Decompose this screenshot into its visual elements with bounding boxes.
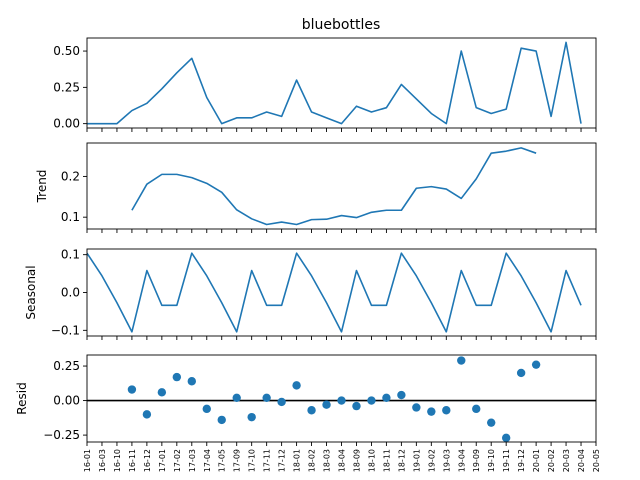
resid-point [217,415,226,425]
y-tick-label: 0.25 [53,80,80,94]
resid-point [292,381,301,390]
resid-point [352,401,361,411]
x-tick-label: 19-02 [427,449,436,472]
x-tick-label: 18-04 [338,449,347,472]
y-tick-label: 0.50 [53,44,80,58]
x-tick-label: 18-09 [352,449,361,472]
resid-point [442,406,451,415]
trend-series-line [131,147,537,226]
x-tick-label: 18-10 [367,449,376,472]
resid-axis-label: Resid [15,382,29,414]
seasonal-data [87,252,582,333]
panel-trend: 0.1 0.2 Trend [35,142,597,233]
seasonal-series-line [87,252,582,333]
y-tick-label: −0.25 [43,428,80,442]
resid-point [307,406,316,415]
resid-point [232,393,241,403]
x-tick-label: 16-01 [83,449,92,472]
y-tick-label: 0.0 [61,286,80,300]
resid-point [427,407,436,416]
x-tick-label: 20-04 [577,449,586,472]
resid-point [457,356,466,365]
y-tick-label: 0.00 [53,394,80,408]
panel-observed: 0.00 0.25 0.50 [53,37,597,132]
x-tick-label: 20-05 [592,449,601,472]
y-tick-label: 0.25 [53,359,80,373]
x-tick-label: 16-12 [143,449,152,472]
x-tick-label: 19-09 [472,449,481,472]
x-tick-label: 19-11 [502,449,511,472]
y-tick-label: 0.1 [61,210,80,224]
x-tick-label: 17-11 [263,449,272,472]
resid-point [157,388,167,397]
resid-point [262,393,271,403]
resid-point [127,385,137,394]
resid-point [531,360,541,369]
resid-point [412,403,421,412]
resid-point [487,418,496,427]
x-tick-label: 17-10 [248,449,257,472]
x-tick-label: 18-01 [293,449,302,472]
trend-data [131,147,537,226]
x-tick-label: 16-03 [98,449,107,472]
y-tick-label: 0.00 [53,117,80,131]
x-tick-label: 18-03 [323,449,332,472]
y-tick-label: 0.1 [61,248,80,262]
x-tick-label: 19-03 [442,449,451,472]
resid-point [367,396,376,405]
panel-seasonal: −0.1 0.0 0.1 Seasonal [24,248,597,340]
panel-resid: −0.25 0.00 0.25 Resid 16-01 16-03 16-10 16-11 16… [15,354,601,472]
resid-point [397,390,406,400]
x-tick-label: 17-03 [188,449,197,472]
resid-point [202,404,211,414]
x-tick-label: 18-11 [382,449,391,472]
seasonal-axis-label: Seasonal [24,265,38,319]
y-tick-label: 0.2 [61,169,80,183]
x-tick-label: 20-03 [562,449,571,472]
x-tick-label: 20-02 [547,449,556,472]
resid-point [247,412,256,422]
resid-point [142,410,152,419]
trend-axis-label: Trend [35,170,49,204]
resid-point [172,372,182,382]
resid-point [337,396,346,405]
resid-point [472,404,481,414]
x-tick-label: 17-09 [233,449,242,472]
resid-point [322,400,331,409]
x-tick-label: 16-10 [113,449,122,472]
x-tick-label: 18-02 [308,449,317,472]
resid-point [501,433,511,442]
x-tick-label: 20-01 [532,449,541,472]
x-tick-label: 19-10 [487,449,496,472]
x-tick-label: 17-02 [173,449,182,472]
resid-point [277,397,286,407]
resid-point [382,393,391,403]
chart-title: bluebottles [302,17,381,33]
seasonal-axes-frame [86,248,597,337]
x-tick-label: 19-04 [457,449,466,472]
observed-data [87,41,582,125]
x-tick-label: 19-01 [412,449,421,472]
resid-data [87,356,596,442]
x-tick-label: 17-05 [218,449,227,472]
resid-point [187,377,196,386]
observed-series-line [87,41,582,125]
resid-point [516,368,526,378]
x-tick-label: 17-12 [278,449,287,472]
x-tick-label: 19-12 [517,449,526,472]
x-tick-label: 16-11 [128,449,137,472]
x-tick-label: 17-04 [203,449,212,472]
x-tick-label: 17-01 [158,449,167,472]
x-tick-label: 18-12 [397,449,406,472]
y-tick-label: −0.1 [51,323,80,337]
